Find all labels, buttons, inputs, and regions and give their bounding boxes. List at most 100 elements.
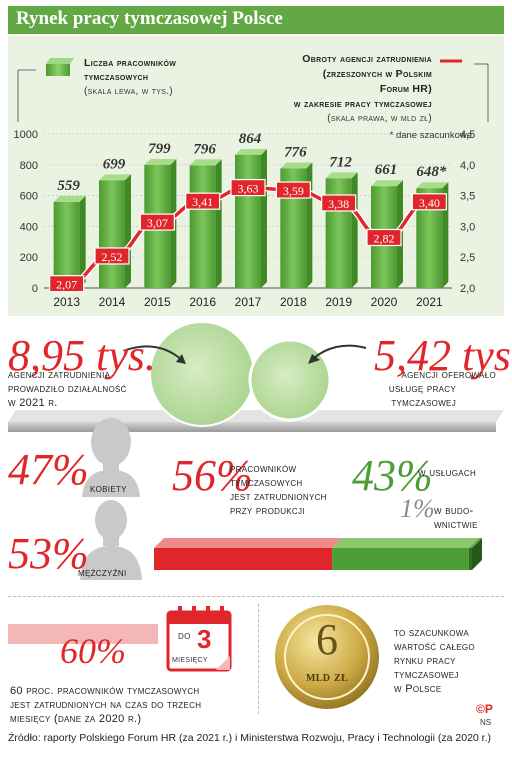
y-right-tick-label: 2,5	[460, 252, 475, 264]
man-silhouette-icon	[80, 500, 142, 580]
bar-top	[416, 182, 449, 189]
line-value-label: 3,63	[238, 182, 259, 196]
bar-side	[125, 174, 131, 288]
contracts-line-1: 60 proc. pracowników tymczasowych	[10, 685, 200, 697]
y-right-tick-label: 3,5	[460, 191, 475, 203]
coin-icon	[275, 605, 379, 709]
y-left-tick-label: 1000	[14, 129, 38, 141]
bar-side	[79, 195, 86, 288]
legend-line-label-1: Obroty agencji zatrudnienia	[302, 53, 432, 65]
bar-value-label: 796	[193, 141, 216, 157]
calendar-bottom: miesięcy	[172, 653, 208, 665]
contracts-line-3: miesięcy (dane za 2020 r.)	[10, 713, 142, 725]
calendar-top: do	[178, 630, 191, 642]
legend-line-scale: (skala prawa, w mld zł)	[327, 113, 432, 124]
line-value-label: 2,52	[102, 250, 123, 264]
agencies-line-1: agencji zatrudnienia	[8, 369, 111, 381]
x-tick-label: 2020	[371, 295, 398, 309]
gender-figures	[80, 418, 142, 580]
agencies-value: 8,95 tys.	[8, 331, 156, 380]
x-tick-label: 2013	[53, 295, 80, 309]
market-line-1: to szacunkowa	[394, 627, 469, 639]
line-point-marker	[139, 213, 175, 231]
construction-line-2: wnictwie	[434, 519, 478, 531]
line-value-label: 2,07	[56, 278, 77, 292]
bar-side	[351, 172, 358, 288]
x-tick-label: 2014	[99, 295, 126, 309]
author-initials: NS	[480, 718, 492, 727]
publisher-logo: ©P	[476, 702, 493, 716]
bar-top	[144, 158, 177, 165]
source-note: Źródło: raporty Polskiego Forum HR (za 2…	[8, 732, 491, 744]
page-title: Rynek pracy tymczasowej Polsce	[16, 8, 283, 29]
arrow-right-icon	[313, 344, 367, 359]
bar-top	[235, 148, 267, 155]
x-tick-label: 2018	[280, 295, 307, 309]
line-value-label: 3,41	[192, 195, 213, 209]
column-divider	[258, 604, 259, 714]
legend-bars-label-2: tymczasowych	[84, 71, 149, 83]
legend-line-label-3: Forum HR)	[379, 83, 432, 95]
line-point-marker	[185, 192, 221, 210]
infographic-bubbles	[8, 322, 504, 432]
agencies-line-3: w 2021 r.	[8, 397, 58, 409]
line-point-marker	[94, 247, 130, 265]
contracts-line-2: jest zatrudnionych na czas do trzech	[10, 699, 202, 711]
sector-bar-side	[472, 538, 482, 570]
line-value-label: 3,40	[419, 196, 440, 210]
women-label: kobiety	[90, 483, 127, 495]
agencies-bubble-small	[248, 338, 332, 422]
market-line-5: w Polsce	[394, 683, 442, 695]
coin-unit: mld zł	[306, 670, 348, 685]
shelf-front	[8, 422, 496, 432]
sector-bar	[154, 538, 482, 570]
legend-line-label-4: w zakresie pracy tymczasowej	[293, 98, 432, 110]
agencies-service-value: 5,42 tys.	[374, 331, 512, 380]
x-tick-label: 2016	[189, 295, 216, 309]
woman-silhouette-icon	[82, 418, 140, 497]
line-point-marker	[230, 178, 266, 197]
x-tick-label: 2015	[144, 295, 171, 309]
agencies-service-line-1: agencji oferowało	[401, 369, 496, 381]
agencies-bubble-large	[149, 322, 255, 427]
y-right-tick-label: 2,0	[460, 283, 475, 295]
legend-bar-swatch	[46, 58, 74, 76]
women-pct: 47%	[8, 445, 89, 494]
bar-value-label: 559	[57, 178, 80, 194]
agencies-service-line-2: usługę pracy	[388, 383, 456, 395]
arrow-left-icon	[125, 345, 183, 361]
agencies-service-line-3: tymczasowej	[391, 397, 456, 409]
sector-segment-services-top	[332, 538, 479, 548]
market-line-4: tymczasowej	[394, 669, 459, 681]
x-tick-label: 2017	[235, 295, 262, 309]
line-point-marker	[321, 194, 357, 212]
title-bar	[8, 6, 504, 34]
legend-bars-label-1: Liczba pracowników	[84, 57, 177, 69]
bar-value-label: 661	[375, 162, 398, 178]
market-line-2: wartość całego	[394, 641, 475, 653]
sector-segment-construction	[468, 548, 472, 570]
x-tick-label: 2019	[325, 295, 352, 309]
men-label: mężczyźni	[78, 567, 127, 579]
agencies-line-2: prowadziło działalność	[8, 383, 127, 395]
production-line-4: przy produkcji	[230, 505, 305, 517]
bar-value-label: 712	[329, 154, 352, 170]
production-pct: 56%	[172, 451, 253, 500]
bar-top	[99, 174, 131, 181]
estimate-note: * dane szacunkowe	[389, 130, 472, 141]
bar-value-label: 864	[239, 131, 262, 147]
bar-top	[189, 159, 222, 166]
sector-segment-services	[332, 548, 469, 570]
sector-segment-production-top	[154, 538, 343, 548]
contracts-pct: 60%	[60, 631, 126, 671]
coin-number: 6	[316, 615, 338, 664]
market-line-3: rynku pracy	[394, 655, 456, 667]
line-point-marker	[49, 275, 85, 293]
line-value-label: 2,82	[374, 231, 395, 245]
y-right-tick-label: 4,0	[460, 160, 475, 172]
y-right-tick-label: 4,5	[460, 129, 475, 141]
legend-bars-scale: (skala lewa, w tys.)	[84, 86, 173, 97]
calendar-icon	[166, 606, 232, 672]
line-point-marker	[366, 228, 402, 247]
men-pct: 53%	[8, 529, 89, 578]
